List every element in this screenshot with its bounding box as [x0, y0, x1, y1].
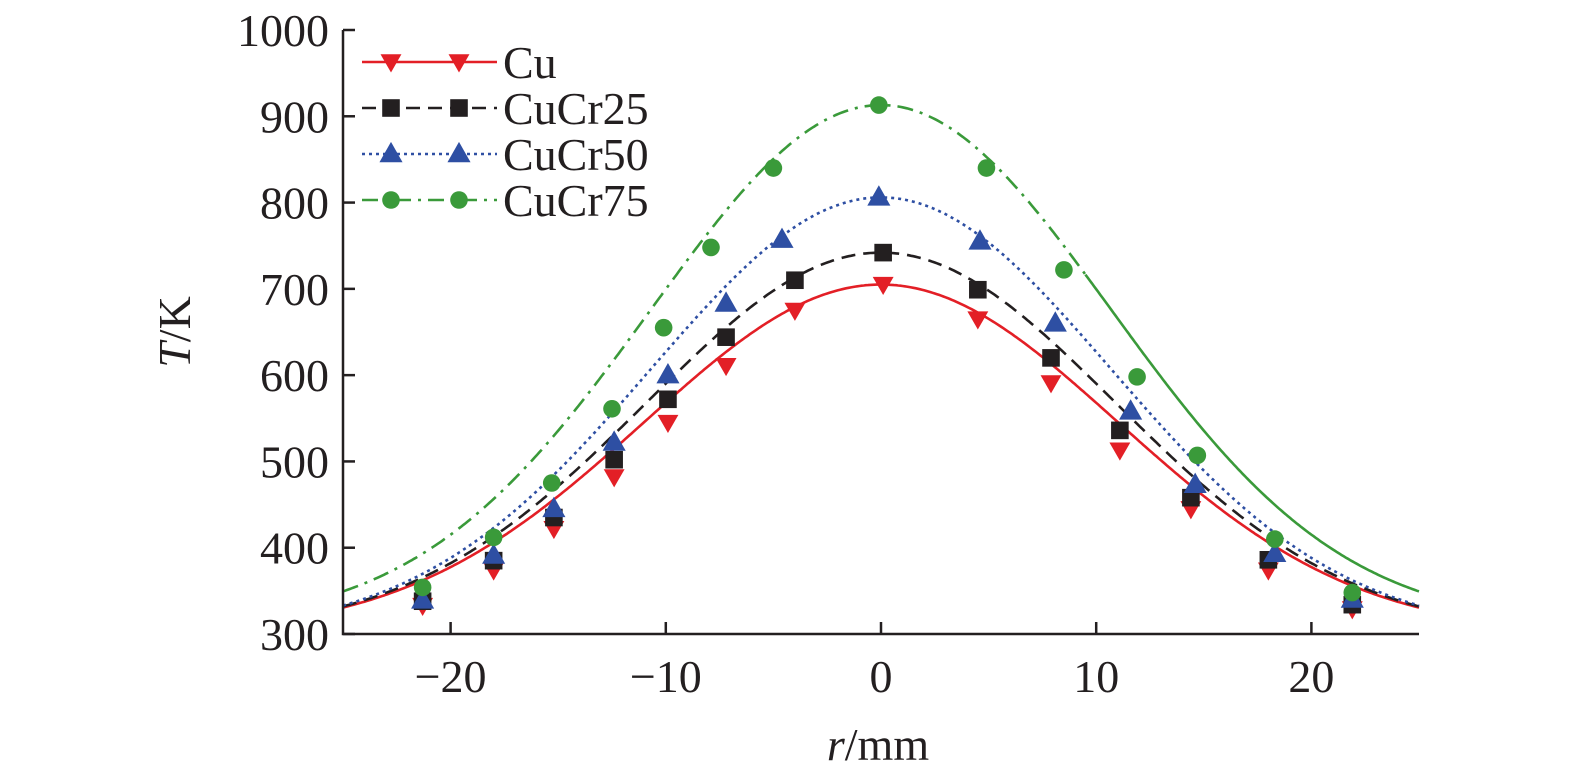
- legend-marker-cucr75: [450, 191, 468, 209]
- y-axis-ticks: 300 400 500 600 700 800 900 1000: [237, 5, 355, 660]
- y-tick-label: 700: [260, 264, 329, 315]
- data-point-cucr75: [1055, 261, 1073, 279]
- x-tick-label: −10: [630, 651, 702, 702]
- data-point-cucr25: [659, 390, 677, 409]
- x-axis-title: r/mm: [827, 719, 929, 770]
- legend-marker-cucr50: [379, 141, 403, 163]
- data-point-cu: [657, 414, 679, 434]
- data-point-cu: [784, 302, 806, 321]
- data-point-cucr25: [786, 271, 804, 290]
- y-tick-label: 400: [260, 523, 329, 574]
- x-axis-ticks: −20 −10 0 10 20: [415, 622, 1334, 702]
- data-point-cucr25: [969, 280, 987, 299]
- data-point-cucr75: [484, 528, 503, 547]
- data-point-cucr50: [602, 430, 626, 451]
- data-point-cu: [1040, 375, 1062, 394]
- series-line-cucr50: [342, 196, 1420, 607]
- series-cucr25: [342, 243, 1420, 614]
- data-point-cucr25: [1182, 488, 1200, 507]
- data-point-cucr50: [1183, 472, 1207, 493]
- data-point-cucr75: [1188, 446, 1207, 465]
- legend-label-cu: Cu: [503, 37, 557, 88]
- data-point-cucr75: [654, 318, 673, 337]
- x-tick-label: 10: [1073, 651, 1119, 702]
- data-point-cucr50: [542, 496, 566, 518]
- data-point-cucr50: [714, 291, 738, 312]
- data-point-cucr50: [770, 227, 794, 248]
- series-layer: [342, 96, 1420, 620]
- data-point-cucr50: [656, 363, 680, 384]
- data-point-cucr50: [968, 229, 992, 250]
- series-line-cu: [342, 283, 1420, 609]
- data-point-cu: [1109, 442, 1131, 461]
- data-point-cucr75: [977, 159, 996, 177]
- data-point-cucr25: [1042, 349, 1060, 367]
- data-point-cucr75: [603, 399, 621, 418]
- series-line-cucr75-right: [1084, 273, 1420, 593]
- data-point-cucr75: [1343, 583, 1362, 602]
- y-tick-label: 300: [260, 609, 329, 660]
- data-point-cucr50: [411, 588, 435, 609]
- data-point-cu: [715, 357, 737, 377]
- y-tick-label: 600: [260, 350, 329, 401]
- x-tick-label: 0: [870, 651, 893, 702]
- data-point-cucr75: [413, 578, 432, 597]
- series-cu: [342, 276, 1420, 620]
- legend-marker-cucr25: [450, 99, 468, 117]
- series-cucr75: [342, 96, 1420, 602]
- data-point-cu: [872, 276, 894, 295]
- legend-label-cucr75: CuCr75: [503, 175, 649, 226]
- data-point-cucr50: [1043, 311, 1067, 332]
- x-tick-label: 20: [1288, 651, 1334, 702]
- legend-item-cucr75: CuCr75: [362, 175, 649, 226]
- data-point-cucr75: [542, 474, 561, 492]
- y-tick-label: 500: [260, 436, 329, 487]
- data-point-cucr75: [1128, 368, 1146, 386]
- legend-marker-cu: [448, 54, 470, 73]
- data-point-cucr50: [1263, 541, 1287, 563]
- legend-label-cucr25: CuCr25: [503, 83, 649, 134]
- data-point-cucr75: [870, 96, 888, 114]
- y-tick-label: 1000: [237, 5, 329, 56]
- axis-frame: [341, 30, 1419, 636]
- data-point-cucr25: [605, 450, 623, 469]
- legend-item-cucr50: CuCr50: [362, 129, 649, 180]
- data-point-cucr25: [1111, 421, 1129, 440]
- data-point-cucr75: [764, 159, 783, 177]
- y-tick-label: 800: [260, 178, 329, 229]
- y-tick-label: 900: [260, 91, 329, 142]
- data-point-cucr75: [702, 238, 720, 257]
- series-line-cucr75: [342, 103, 1087, 593]
- data-point-cu: [967, 311, 989, 330]
- legend-item-cu: Cu: [362, 37, 557, 88]
- y-axis-title: T/K: [149, 296, 200, 368]
- data-point-cucr75: [1266, 530, 1284, 548]
- legend-marker-cucr50: [447, 141, 471, 163]
- legend-marker-cucr75: [382, 191, 400, 209]
- data-point-cucr25: [717, 328, 735, 346]
- x-tick-label: −20: [415, 651, 487, 702]
- legend-item-cucr25: CuCr25: [362, 83, 649, 134]
- legend-marker-cu: [380, 54, 402, 73]
- data-point-cucr50: [482, 543, 506, 564]
- legend-label-cucr50: CuCr50: [503, 129, 649, 180]
- legend-marker-cucr25: [382, 99, 400, 117]
- data-point-cucr25: [874, 243, 892, 262]
- series-line-cucr25: [342, 251, 1420, 608]
- data-point-cucr50: [1119, 399, 1143, 420]
- data-point-cucr50: [867, 185, 891, 206]
- data-point-cu: [603, 469, 625, 488]
